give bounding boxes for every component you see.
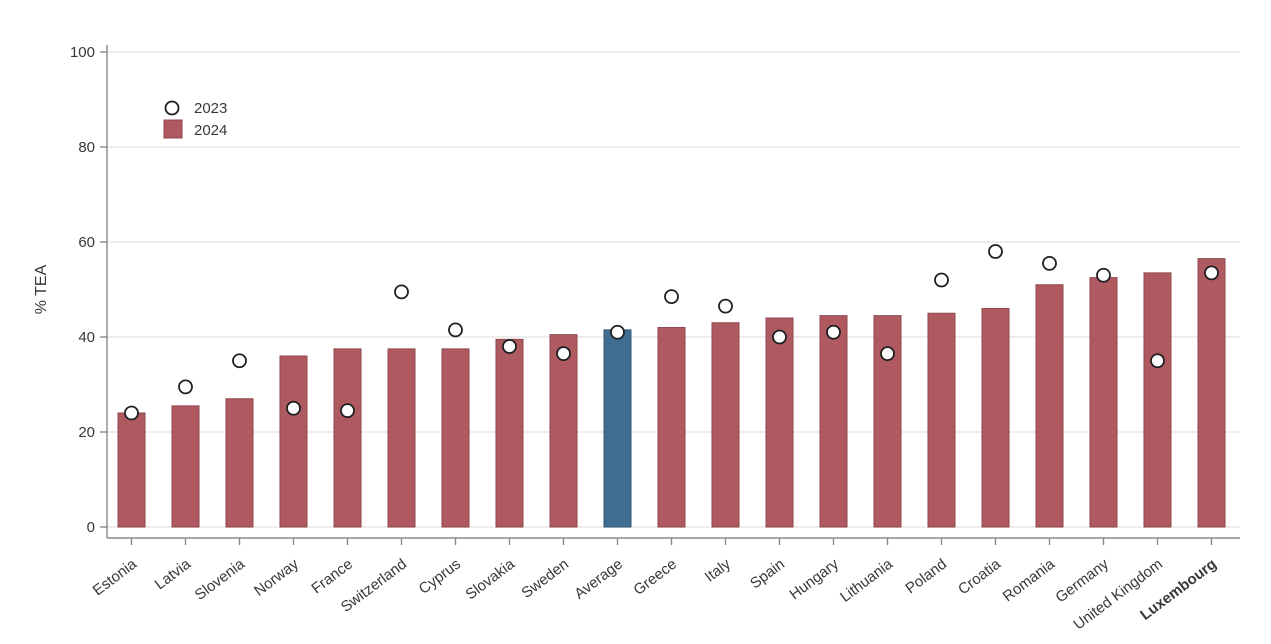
x-axis-label-average: Average [571, 556, 626, 603]
marker-2023-germany [1096, 267, 1111, 283]
y-tick-label-0: 0 [87, 519, 95, 536]
marker-2023-slovakia [502, 339, 517, 354]
x-axis-label-spain: Spain [747, 556, 788, 593]
bar-estonia [117, 412, 146, 528]
bar-germany [1089, 277, 1118, 528]
x-axis-label-sweden: Sweden [518, 556, 572, 602]
marker-2023-italy [718, 298, 733, 314]
marker-2023-spain [772, 329, 787, 345]
x-axis-label-slovenia: Slovenia [192, 555, 249, 604]
y-tick-label-20: 20 [78, 424, 95, 441]
marker-2023-hungary [826, 324, 841, 340]
x-axis-label-greece: Greece [630, 556, 680, 599]
y-tick-label-100: 100 [70, 44, 95, 61]
bar-italy [711, 322, 740, 528]
x-axis-label-hungary: Hungary [786, 555, 842, 603]
marker-2023-greece [664, 289, 679, 305]
x-axis-label-poland: Poland [902, 556, 950, 598]
marker-2023-united-kingdom [1150, 353, 1165, 369]
marker-2023-latvia [178, 379, 193, 395]
marker-2023-switzerland [394, 284, 409, 300]
bar-sweden [549, 334, 578, 528]
bar-norway [279, 355, 308, 528]
marker-2023-estonia [124, 405, 139, 421]
bar-slovakia [495, 338, 524, 528]
marker-2023-luxembourg [1204, 265, 1219, 281]
bar-spain [765, 317, 794, 528]
y-tick-label-80: 80 [78, 139, 95, 156]
bar-switzerland [387, 348, 416, 528]
bar-slovenia [225, 398, 254, 528]
bar-greece [657, 327, 686, 528]
bar-cyprus [441, 348, 470, 528]
bar-croatia [981, 308, 1010, 528]
marker-2023-lithuania [880, 346, 895, 362]
bar-romania [1035, 284, 1064, 528]
legend-label-2024: 2024 [194, 122, 227, 139]
bar-luxembourg [1197, 258, 1226, 528]
legend-label-2023: 2023 [194, 100, 227, 117]
bar-poland [927, 312, 956, 528]
x-axis-label-estonia: Estonia [90, 555, 141, 599]
x-axis-label-latvia: Latvia [152, 555, 195, 593]
marker-2023-poland [934, 272, 949, 288]
y-tick-label-40: 40 [78, 329, 95, 346]
bar-hungary [819, 315, 848, 528]
marker-2023-croatia [988, 244, 1003, 259]
marker-2023-france [340, 403, 355, 419]
x-axis-label-norway: Norway [251, 555, 302, 599]
marker-2023-norway [286, 400, 301, 416]
marker-2023-cyprus [448, 322, 463, 338]
bar-latvia [171, 405, 200, 528]
x-axis-label-cyprus: Cyprus [416, 556, 464, 598]
x-axis-label-slovakia: Slovakia [462, 555, 518, 603]
marker-2023-sweden [556, 346, 571, 362]
bar-united-kingdom [1143, 272, 1172, 528]
y-axis-title: % TEA [33, 264, 50, 314]
y-tick-label-60: 60 [78, 234, 95, 251]
marker-2023-romania [1042, 255, 1057, 271]
marker-2023-average [610, 324, 625, 340]
bar-france [333, 348, 362, 528]
marker-2023-slovenia [232, 353, 247, 369]
x-axis-label-croatia: Croatia [955, 555, 1004, 598]
bar-average [603, 329, 632, 528]
x-axis-label-lithuania: Lithuania [837, 555, 896, 606]
x-axis-label-romania: Romania [1000, 555, 1059, 605]
legend-square-swatch-icon [163, 119, 183, 139]
legend-open-circle-icon [164, 100, 180, 116]
x-axis-label-italy: Italy [702, 555, 735, 585]
x-axis-label-france: France [308, 556, 356, 598]
